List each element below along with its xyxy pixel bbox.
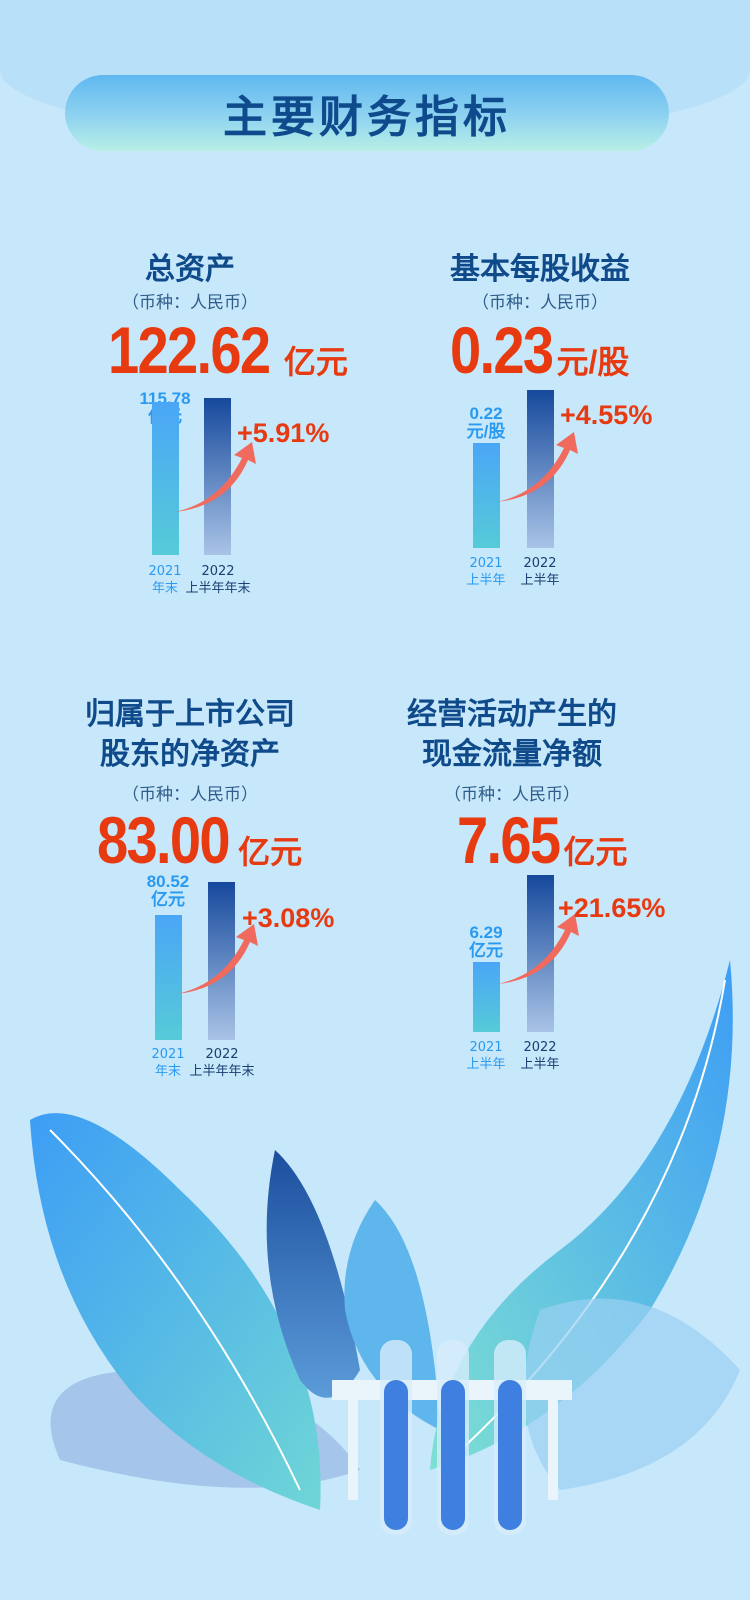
curr-period-label: 上半年年末	[185, 581, 251, 596]
prev-year: 2021	[469, 1040, 503, 1055]
page-title: 主要财务指标	[223, 92, 511, 143]
prev-value-label: 0.22 元/股	[451, 405, 521, 441]
change-percent: +4.55%	[560, 400, 653, 430]
prev-year: 2021	[151, 1047, 185, 1062]
curr-year: 2022	[523, 1040, 557, 1055]
curr-period: 2022 上半年	[505, 1039, 575, 1073]
prev-unit: 亿元	[151, 890, 185, 909]
prev-value: 0.22	[469, 404, 503, 423]
change-percent: +5.91%	[237, 418, 330, 448]
panel-title-line: 股东的净资产	[100, 737, 280, 772]
panel-title: 基本每股收益	[450, 252, 630, 287]
currency-note: （币种：人民币）	[122, 785, 258, 805]
leaves-illustration	[30, 960, 740, 1535]
main-value: 83.00 亿元	[97, 802, 302, 878]
value-number: 7.65	[457, 803, 561, 877]
currency-note: （币种：人民币）	[444, 785, 580, 805]
curr-period: 2022 上半年年末	[182, 563, 254, 597]
panel-title: 总资产	[145, 252, 235, 287]
prev-year: 2021	[469, 556, 503, 571]
change-percent: +3.08%	[242, 903, 335, 933]
leaf-dark	[266, 1150, 360, 1398]
growth-arrow-icon	[175, 442, 256, 512]
curr-period-label: 上半年年末	[189, 1064, 255, 1079]
main-value: 122.62 亿元	[108, 312, 348, 388]
bar-curr	[527, 390, 554, 548]
value-unit: 亿元	[283, 344, 348, 380]
value-number: 83.00	[97, 803, 231, 877]
prev-period-label: 年末	[154, 1064, 181, 1079]
leaf-back	[524, 1298, 740, 1490]
curr-period: 2022 上半年	[505, 555, 575, 589]
panel-title-line: 归属于上市公司	[85, 697, 295, 732]
title-banner: 主要财务指标	[65, 75, 669, 151]
bar-prev	[152, 402, 179, 555]
prev-period-label: 上半年	[466, 573, 506, 588]
prev-period: 2021 年末	[133, 1046, 203, 1080]
prev-unit: 亿元	[469, 941, 503, 960]
growth-arrow-icon	[498, 914, 579, 984]
prev-value: 6.29	[469, 923, 503, 942]
bar-curr	[208, 882, 235, 1040]
curr-year: 2022	[201, 564, 235, 579]
curr-period-label: 上半年	[520, 1057, 560, 1072]
growth-arrow-icon	[497, 432, 578, 502]
curr-year: 2022	[523, 556, 557, 571]
prev-period-label: 上半年	[466, 1057, 506, 1072]
leaf-middle	[344, 1200, 440, 1430]
prev-period: 2021 上半年	[451, 555, 521, 589]
value-unit: 亿元	[238, 834, 303, 870]
bar-prev	[473, 443, 500, 548]
bar-curr	[204, 398, 231, 555]
panel-title: 归属于上市公司 股东的净资产	[40, 695, 340, 775]
test-tube-icon	[380, 1340, 526, 1535]
main-value: 0.23 元/股	[450, 312, 629, 388]
value-number: 0.23	[450, 313, 554, 387]
curr-year: 2022	[205, 1047, 239, 1062]
value-unit: 亿元	[563, 834, 628, 870]
currency-note: （币种：人民币）	[122, 293, 258, 313]
main-value: 7.65 亿元	[457, 802, 627, 878]
prev-period: 2021 上半年	[451, 1039, 521, 1073]
panel-title-line: 经营活动产生的	[407, 697, 617, 732]
currency-note: （币种：人民币）	[472, 293, 608, 313]
curr-period-label: 上半年	[520, 573, 560, 588]
growth-arrow-icon	[177, 924, 258, 994]
leaf-left	[30, 1113, 321, 1510]
value-unit: 元/股	[556, 344, 630, 380]
prev-period: 2021 年末	[130, 563, 200, 597]
panel-title-line: 现金流量净额	[422, 737, 602, 772]
bar-prev	[473, 962, 500, 1032]
bar-curr	[527, 875, 554, 1032]
change-percent: +21.65%	[558, 893, 666, 923]
panel-title: 经营活动产生的 现金流量净额	[362, 695, 662, 775]
value-number: 122.62	[108, 313, 271, 387]
prev-unit: 元/股	[466, 422, 506, 441]
curr-period: 2022 上半年年末	[186, 1046, 258, 1080]
prev-period-label: 年末	[151, 581, 178, 596]
prev-year: 2021	[148, 564, 182, 579]
prev-value-label: 80.52 亿元	[133, 873, 203, 909]
prev-value-label: 6.29 亿元	[451, 924, 521, 960]
bar-prev	[155, 915, 182, 1040]
prev-value: 80.52	[146, 872, 190, 891]
